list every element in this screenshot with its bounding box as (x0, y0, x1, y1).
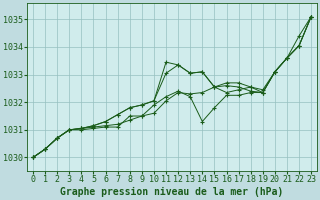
X-axis label: Graphe pression niveau de la mer (hPa): Graphe pression niveau de la mer (hPa) (60, 187, 284, 197)
